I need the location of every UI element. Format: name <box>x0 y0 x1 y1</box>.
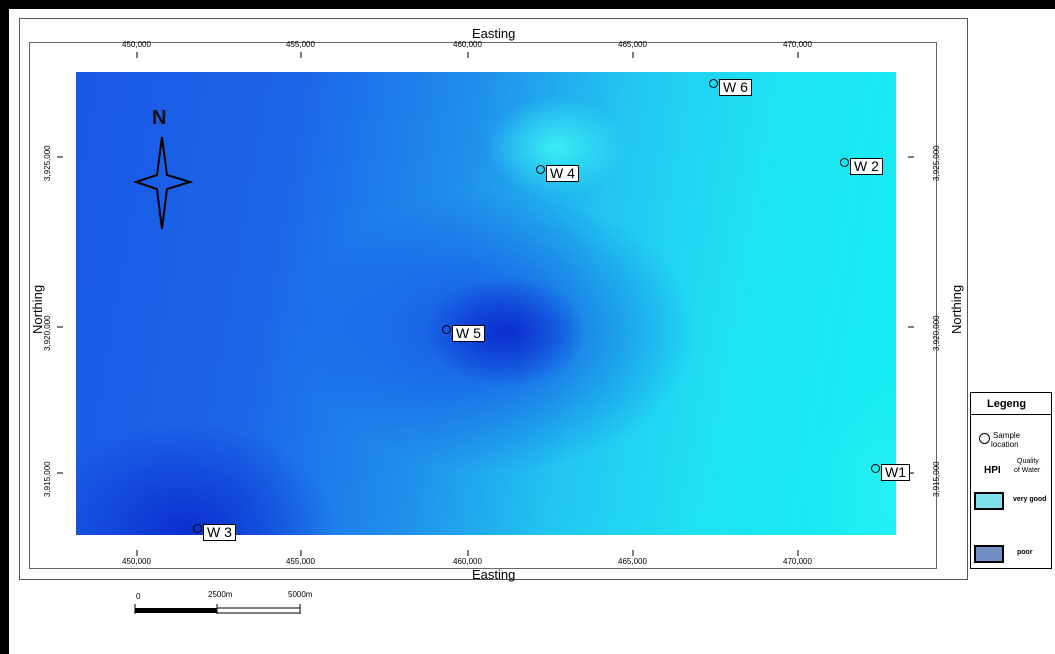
sample-well-w3: W 3 <box>193 516 236 541</box>
easting-tick-bottom: 465,000 <box>618 557 647 566</box>
sample-location-icon <box>442 325 451 334</box>
sample-well-w5: W 5 <box>442 317 485 342</box>
easting-tick-bottom: 460,000 <box>453 557 482 566</box>
legend-hpi-label: HPI <box>984 465 1001 476</box>
sample-location-icon <box>709 79 718 88</box>
sample-location-icon <box>193 524 202 533</box>
sample-location-icon <box>871 464 880 473</box>
sample-well-w6: W 6 <box>709 71 752 96</box>
easting-tick-top: 450,000 <box>122 40 151 49</box>
sample-well-w4: W 4 <box>536 157 579 182</box>
well-label: W 5 <box>452 325 485 342</box>
sample-location-icon <box>536 165 545 174</box>
easting-tick-top: 460,000 <box>453 40 482 49</box>
north-arrow-icon <box>134 136 194 230</box>
well-label: W 2 <box>850 158 883 175</box>
map-legend: Legeng Sample location HPI Quality of Wa… <box>970 392 1052 569</box>
easting-title-bottom: Easting <box>472 567 516 582</box>
frame-left-border <box>0 0 9 654</box>
hpi-interpolation-surface <box>76 72 896 535</box>
well-label: W 4 <box>546 165 579 182</box>
sample-location-icon <box>840 158 849 167</box>
legend-poor-label: poor <box>1017 549 1033 556</box>
easting-tick-bottom: 450,000 <box>122 557 151 566</box>
scale-label-end: 5000m <box>288 590 313 599</box>
easting-tick-bottom: 470,000 <box>783 557 812 566</box>
well-label: W1 <box>881 464 910 481</box>
legend-swatch-poor <box>974 545 1004 563</box>
legend-quality-line1: Quality <box>1017 458 1039 465</box>
sample-location-icon <box>979 433 990 444</box>
legend-title: Legeng <box>971 393 1051 415</box>
sample-well-w1: W1 <box>871 456 910 481</box>
scale-label-zero: 0 <box>136 592 141 601</box>
legend-sample-line1: Sample <box>993 431 1021 440</box>
well-label: W 6 <box>719 79 752 96</box>
legend-very-good-label: very good <box>1013 496 1047 503</box>
easting-tick-top: 465,000 <box>618 40 647 49</box>
legend-swatch-very-good <box>974 492 1004 510</box>
legend-sample-line2: location <box>991 440 1019 449</box>
north-label: N <box>152 107 167 129</box>
frame-top-border <box>0 0 1055 9</box>
well-label: W 3 <box>203 524 236 541</box>
easting-title-top: Easting <box>472 26 516 41</box>
easting-tick-top: 470,000 <box>783 40 812 49</box>
sample-well-w2: W 2 <box>840 150 883 175</box>
legend-quality-line2: of Water <box>1014 467 1041 474</box>
scale-bar <box>134 604 301 614</box>
easting-tick-top: 455,000 <box>286 40 315 49</box>
easting-tick-bottom: 455,000 <box>286 557 315 566</box>
scale-label-mid: 2500m <box>208 590 233 599</box>
